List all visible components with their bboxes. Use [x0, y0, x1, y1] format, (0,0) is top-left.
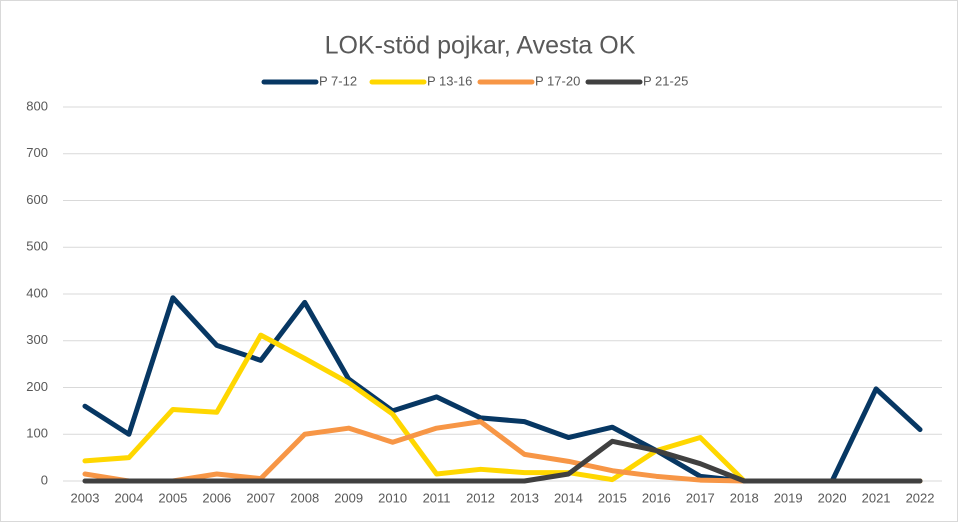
x-tick-label: 2008: [290, 490, 319, 505]
x-tick-label: 2010: [378, 490, 407, 505]
x-tick-label: 2007: [246, 490, 275, 505]
y-tick-label: 200: [26, 379, 48, 394]
x-tick-label: 2019: [774, 490, 803, 505]
series-line: [82, 438, 923, 484]
y-tick-label: 400: [26, 285, 48, 300]
legend-label: P 7-12: [319, 73, 357, 88]
legend-label: P 21-25: [643, 73, 688, 88]
x-tick-label: 2011: [423, 490, 451, 505]
x-tick-label: 2022: [906, 490, 935, 505]
x-tick-label: 2006: [202, 490, 231, 505]
legend-label: P 13-16: [427, 73, 472, 88]
x-tick-label: 2004: [114, 490, 143, 505]
x-tick-label: 2012: [466, 490, 495, 505]
y-tick-label: 500: [26, 239, 48, 254]
y-tick-label: 0: [41, 472, 48, 487]
x-tick-label: 2015: [598, 490, 627, 505]
legend-label: P 17-20: [535, 73, 580, 88]
x-tick-label: 2009: [334, 490, 363, 505]
y-tick-label: 100: [26, 426, 48, 441]
x-tick-label: 2020: [818, 490, 847, 505]
x-tick-label: 2003: [71, 490, 100, 505]
y-tick-label: 300: [26, 332, 48, 347]
x-tick-label: 2018: [730, 490, 759, 505]
y-tick-label: 800: [26, 98, 48, 113]
x-tick-label: 2021: [862, 490, 891, 505]
x-tick-label: 2017: [686, 490, 715, 505]
x-tick-label: 2014: [554, 490, 583, 505]
chart-title: LOK-stöd pojkar, Avesta OK: [325, 32, 636, 60]
y-tick-label: 600: [26, 192, 48, 207]
x-tick-label: 2013: [510, 490, 539, 505]
x-tick-label: 2016: [642, 490, 671, 505]
x-tick-label: 2005: [158, 490, 187, 505]
y-tick-label: 700: [26, 145, 48, 160]
